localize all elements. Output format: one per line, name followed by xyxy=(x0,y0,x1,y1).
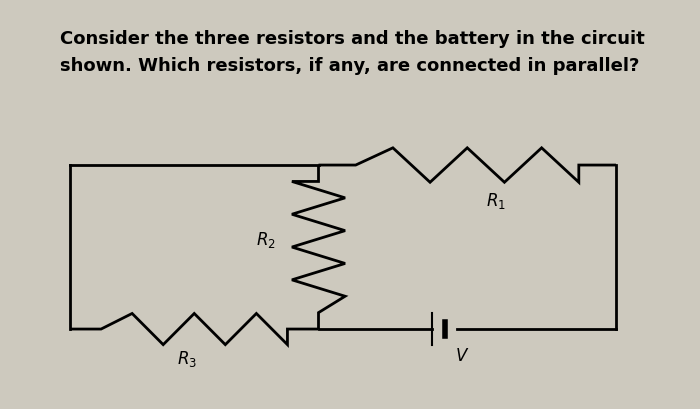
Text: $R_3$: $R_3$ xyxy=(177,348,197,368)
Text: $R_1$: $R_1$ xyxy=(486,191,506,210)
Text: Consider the three resistors and the battery in the circuit: Consider the three resistors and the bat… xyxy=(60,30,644,48)
Text: $V$: $V$ xyxy=(455,347,469,364)
Text: $R_2$: $R_2$ xyxy=(256,229,276,249)
Text: shown. Which resistors, if any, are connected in parallel?: shown. Which resistors, if any, are conn… xyxy=(60,56,639,74)
